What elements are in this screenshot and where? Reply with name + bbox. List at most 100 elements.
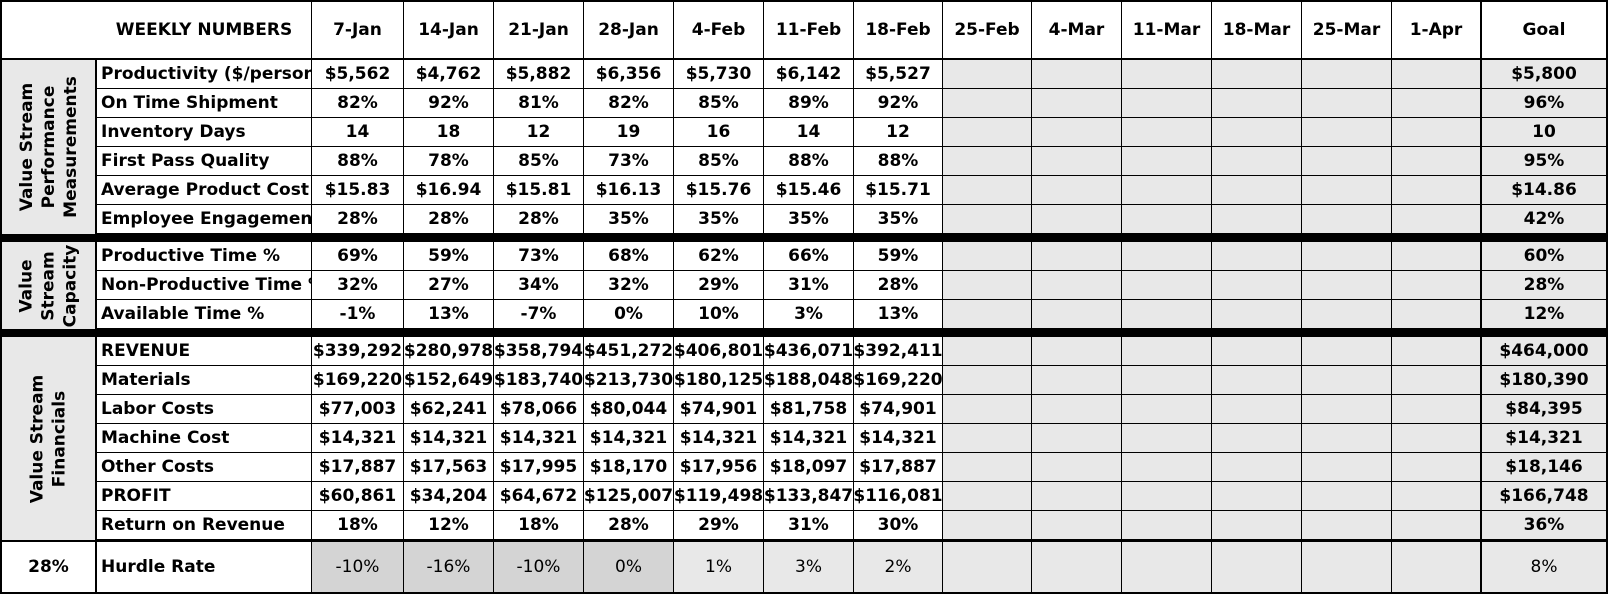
- goal-cell: $464,000: [1481, 337, 1606, 366]
- value-cell: [1122, 60, 1212, 89]
- value-cell: $6,142: [764, 60, 854, 89]
- value-cell: [943, 176, 1032, 205]
- value-cell: [943, 205, 1032, 234]
- table-row: Available Time % -1% 13% -7% 0% 10% 3% 13% 12%: [2, 300, 1606, 329]
- value-cell: $152,649: [404, 366, 494, 395]
- value-cell: 16: [674, 118, 764, 147]
- value-cell: [1212, 337, 1302, 366]
- value-cell: [1302, 271, 1392, 300]
- value-cell: [1302, 424, 1392, 453]
- value-cell: $14,321: [854, 424, 943, 453]
- value-cell: [1212, 300, 1302, 329]
- header-goal: Goal: [1481, 2, 1606, 60]
- hurdle-cell: -10%: [312, 542, 404, 592]
- value-cell: [1392, 176, 1481, 205]
- value-cell: 13%: [854, 300, 943, 329]
- value-cell: [943, 89, 1032, 118]
- value-cell: [1032, 118, 1122, 147]
- value-cell: [1122, 511, 1212, 540]
- hurdle-cell: 0%: [584, 542, 674, 592]
- row-label: Productive Time %: [97, 242, 312, 271]
- value-cell: $5,730: [674, 60, 764, 89]
- value-cell: $17,956: [674, 453, 764, 482]
- hurdle-cell: [1302, 542, 1392, 592]
- value-cell: [1122, 89, 1212, 118]
- value-cell: 89%: [764, 89, 854, 118]
- value-cell: $188,048: [764, 366, 854, 395]
- hurdle-rate-label: Hurdle Rate: [97, 542, 312, 592]
- value-cell: [1302, 337, 1392, 366]
- value-cell: [1212, 118, 1302, 147]
- hurdle-goal-cell: 8%: [1481, 542, 1606, 592]
- value-cell: $15.46: [764, 176, 854, 205]
- row-label: Machine Cost: [97, 424, 312, 453]
- value-cell: 29%: [674, 271, 764, 300]
- value-cell: 35%: [764, 205, 854, 234]
- table-row: Employee Engagement 28% 28% 28% 35% 35% 35% 35%…: [2, 205, 1606, 234]
- hurdle-cell: [1212, 542, 1302, 592]
- value-cell: $64,672: [494, 482, 584, 511]
- value-cell: $15.81: [494, 176, 584, 205]
- value-cell: $5,562: [312, 60, 404, 89]
- goal-cell: $14,321: [1481, 424, 1606, 453]
- hurdle-cell: 2%: [854, 542, 943, 592]
- value-cell: [1032, 271, 1122, 300]
- hurdle-cell: [1122, 542, 1212, 592]
- value-cell: 12: [854, 118, 943, 147]
- value-cell: $34,204: [404, 482, 494, 511]
- value-cell: $15.83: [312, 176, 404, 205]
- value-cell: $14,321: [404, 424, 494, 453]
- value-cell: [943, 482, 1032, 511]
- row-label: Other Costs: [97, 453, 312, 482]
- value-cell: $74,901: [854, 395, 943, 424]
- value-cell: 81%: [494, 89, 584, 118]
- hurdle-cell: -16%: [404, 542, 494, 592]
- value-cell: $17,995: [494, 453, 584, 482]
- value-cell: 32%: [312, 271, 404, 300]
- header-title: WEEKLY NUMBERS: [97, 2, 312, 60]
- value-cell: [1302, 60, 1392, 89]
- value-cell: [1212, 511, 1302, 540]
- value-cell: [1032, 511, 1122, 540]
- value-cell: $119,498: [674, 482, 764, 511]
- value-cell: 14: [764, 118, 854, 147]
- goal-cell: $84,395: [1481, 395, 1606, 424]
- value-cell: [1212, 205, 1302, 234]
- goal-cell: $5,800: [1481, 60, 1606, 89]
- value-cell: [1122, 147, 1212, 176]
- value-cell: [1212, 147, 1302, 176]
- value-cell: 88%: [854, 147, 943, 176]
- value-cell: [1212, 366, 1302, 395]
- value-cell: [1122, 176, 1212, 205]
- hurdle-row: 28% Hurdle Rate -10% -16% -10% 0% 1% 3% 2% 8%: [2, 540, 1606, 592]
- goal-cell: 10: [1481, 118, 1606, 147]
- value-cell: [1392, 337, 1481, 366]
- value-cell: [1302, 453, 1392, 482]
- value-cell: 18: [404, 118, 494, 147]
- value-cell: 73%: [584, 147, 674, 176]
- value-cell: 88%: [764, 147, 854, 176]
- value-cell: $406,801: [674, 337, 764, 366]
- goal-cell: 28%: [1481, 271, 1606, 300]
- value-cell: $14,321: [584, 424, 674, 453]
- value-cell: 14: [312, 118, 404, 147]
- value-cell: $17,563: [404, 453, 494, 482]
- value-cell: -7%: [494, 300, 584, 329]
- value-cell: 19: [584, 118, 674, 147]
- value-cell: 85%: [494, 147, 584, 176]
- value-cell: [943, 424, 1032, 453]
- hurdle-cell: -10%: [494, 542, 584, 592]
- value-cell: [1122, 337, 1212, 366]
- value-cell: 82%: [584, 89, 674, 118]
- value-cell: 66%: [764, 242, 854, 271]
- table-row: Productive Time % 69% 59% 73% 68% 62% 66% 59% 60…: [2, 242, 1606, 271]
- value-cell: 59%: [854, 242, 943, 271]
- value-cell: [1392, 366, 1481, 395]
- table-row: Labor Costs $77,003 $62,241 $78,066 $80,044 $…: [2, 395, 1606, 424]
- value-cell: [943, 147, 1032, 176]
- goal-cell: $18,146: [1481, 453, 1606, 482]
- row-label: Non-Productive Time %: [97, 271, 312, 300]
- value-cell: [1032, 176, 1122, 205]
- value-cell: $280,978: [404, 337, 494, 366]
- value-cell: [943, 366, 1032, 395]
